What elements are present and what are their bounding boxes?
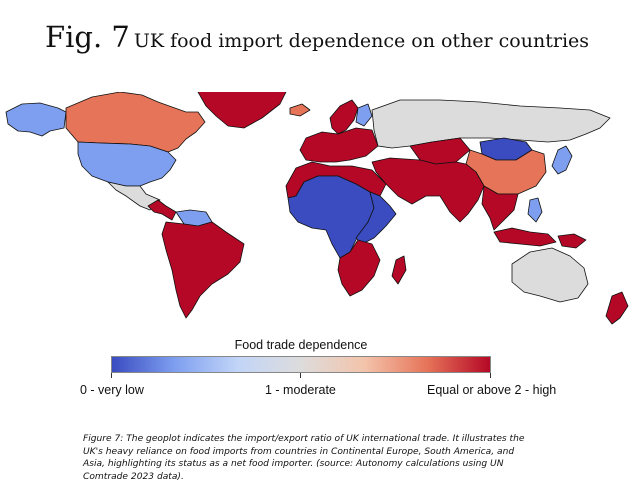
legend-label-moderate: 1 - moderate (265, 383, 336, 397)
region-papua-new-guinea (557, 233, 587, 249)
region-western-europe (299, 127, 379, 163)
region-alaska (5, 102, 67, 137)
figure-caption: Figure 7: The geoplot indicates the impo… (83, 434, 525, 482)
region-central-america (147, 199, 177, 221)
region-east-africa (355, 191, 397, 245)
region-south-america (161, 221, 245, 319)
legend-tick-low (111, 373, 112, 378)
region-southeast-asia (481, 185, 519, 231)
region-southern-africa (337, 239, 381, 297)
figure-title-text: UK food import dependence on other count… (133, 30, 590, 52)
region-scandinavia (329, 99, 359, 135)
region-greenland (197, 92, 287, 129)
region-iceland (289, 103, 311, 117)
region-japan (551, 145, 573, 175)
region-indonesia (493, 227, 557, 247)
legend-colorbar (111, 356, 491, 373)
region-finland (355, 103, 373, 127)
legend-label-high: Equal or above 2 - high (427, 383, 557, 397)
region-new-zealand (605, 291, 629, 325)
region-philippines (527, 197, 543, 223)
legend-title: Food trade dependence (234, 338, 368, 352)
figure-title: Fig. 7 UK food import dependence on other… (0, 20, 634, 54)
world-map (5, 92, 629, 325)
legend-label-low: 0 - very low (80, 383, 144, 397)
region-middle-east-south-asia (371, 157, 485, 223)
region-united-states (77, 141, 177, 187)
region-russia (371, 99, 611, 149)
legend-tick-high (490, 373, 491, 378)
legend-tick-moderate (300, 373, 301, 378)
figure-number: Fig. 7 (44, 20, 130, 54)
region-madagascar (391, 255, 407, 285)
region-australia (511, 247, 589, 303)
